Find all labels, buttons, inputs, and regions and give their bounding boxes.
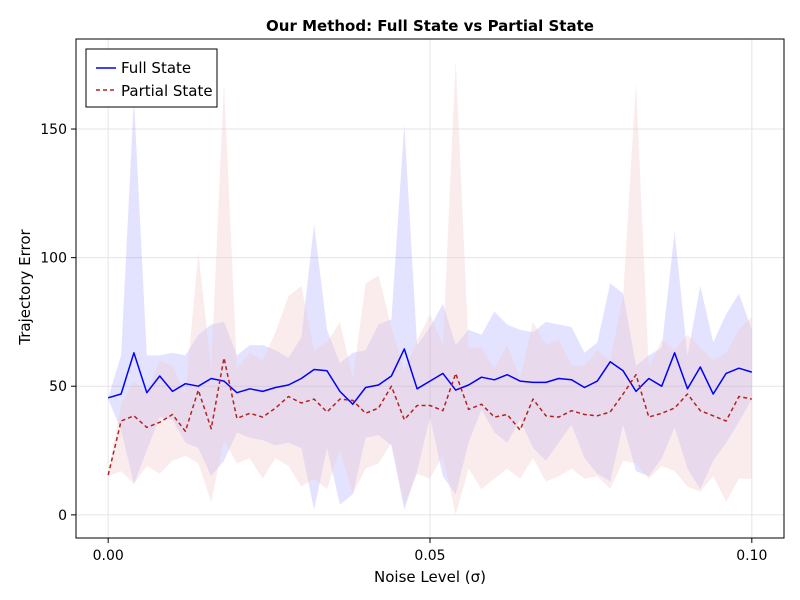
y-tick-label-2: 100 [40, 251, 67, 267]
legend-box [85, 48, 218, 108]
legend-label-partial-state: Partial State [121, 82, 213, 100]
bands [108, 59, 752, 515]
x-axis-label: Noise Level (σ) [374, 568, 486, 586]
x-tick-label-1: 0.05 [414, 548, 445, 564]
grid [76, 39, 784, 538]
y-tick-label-1: 50 [49, 379, 67, 395]
legend: Full State Partial State [85, 48, 218, 108]
x-tick-label-2: 0.10 [736, 548, 767, 564]
x-tick-label-0: 0.00 [93, 548, 124, 564]
y-tick-label-0: 0 [58, 508, 67, 524]
x-ticks: 0.00 0.05 0.10 [93, 538, 767, 564]
series-line-partial-state [107, 357, 752, 476]
y-ticks: 0 50 100 150 [40, 122, 76, 524]
band-full-state [108, 98, 752, 510]
band-partial-state [108, 59, 752, 515]
legend-label-full-state: Full State [121, 59, 191, 77]
series-line-full-state [107, 348, 753, 405]
y-tick-label-3: 150 [40, 122, 67, 138]
chart-title: Our Method: Full State vs Partial State [266, 17, 594, 35]
lines [107, 348, 753, 476]
y-axis-label: Trajectory Error [16, 228, 34, 345]
